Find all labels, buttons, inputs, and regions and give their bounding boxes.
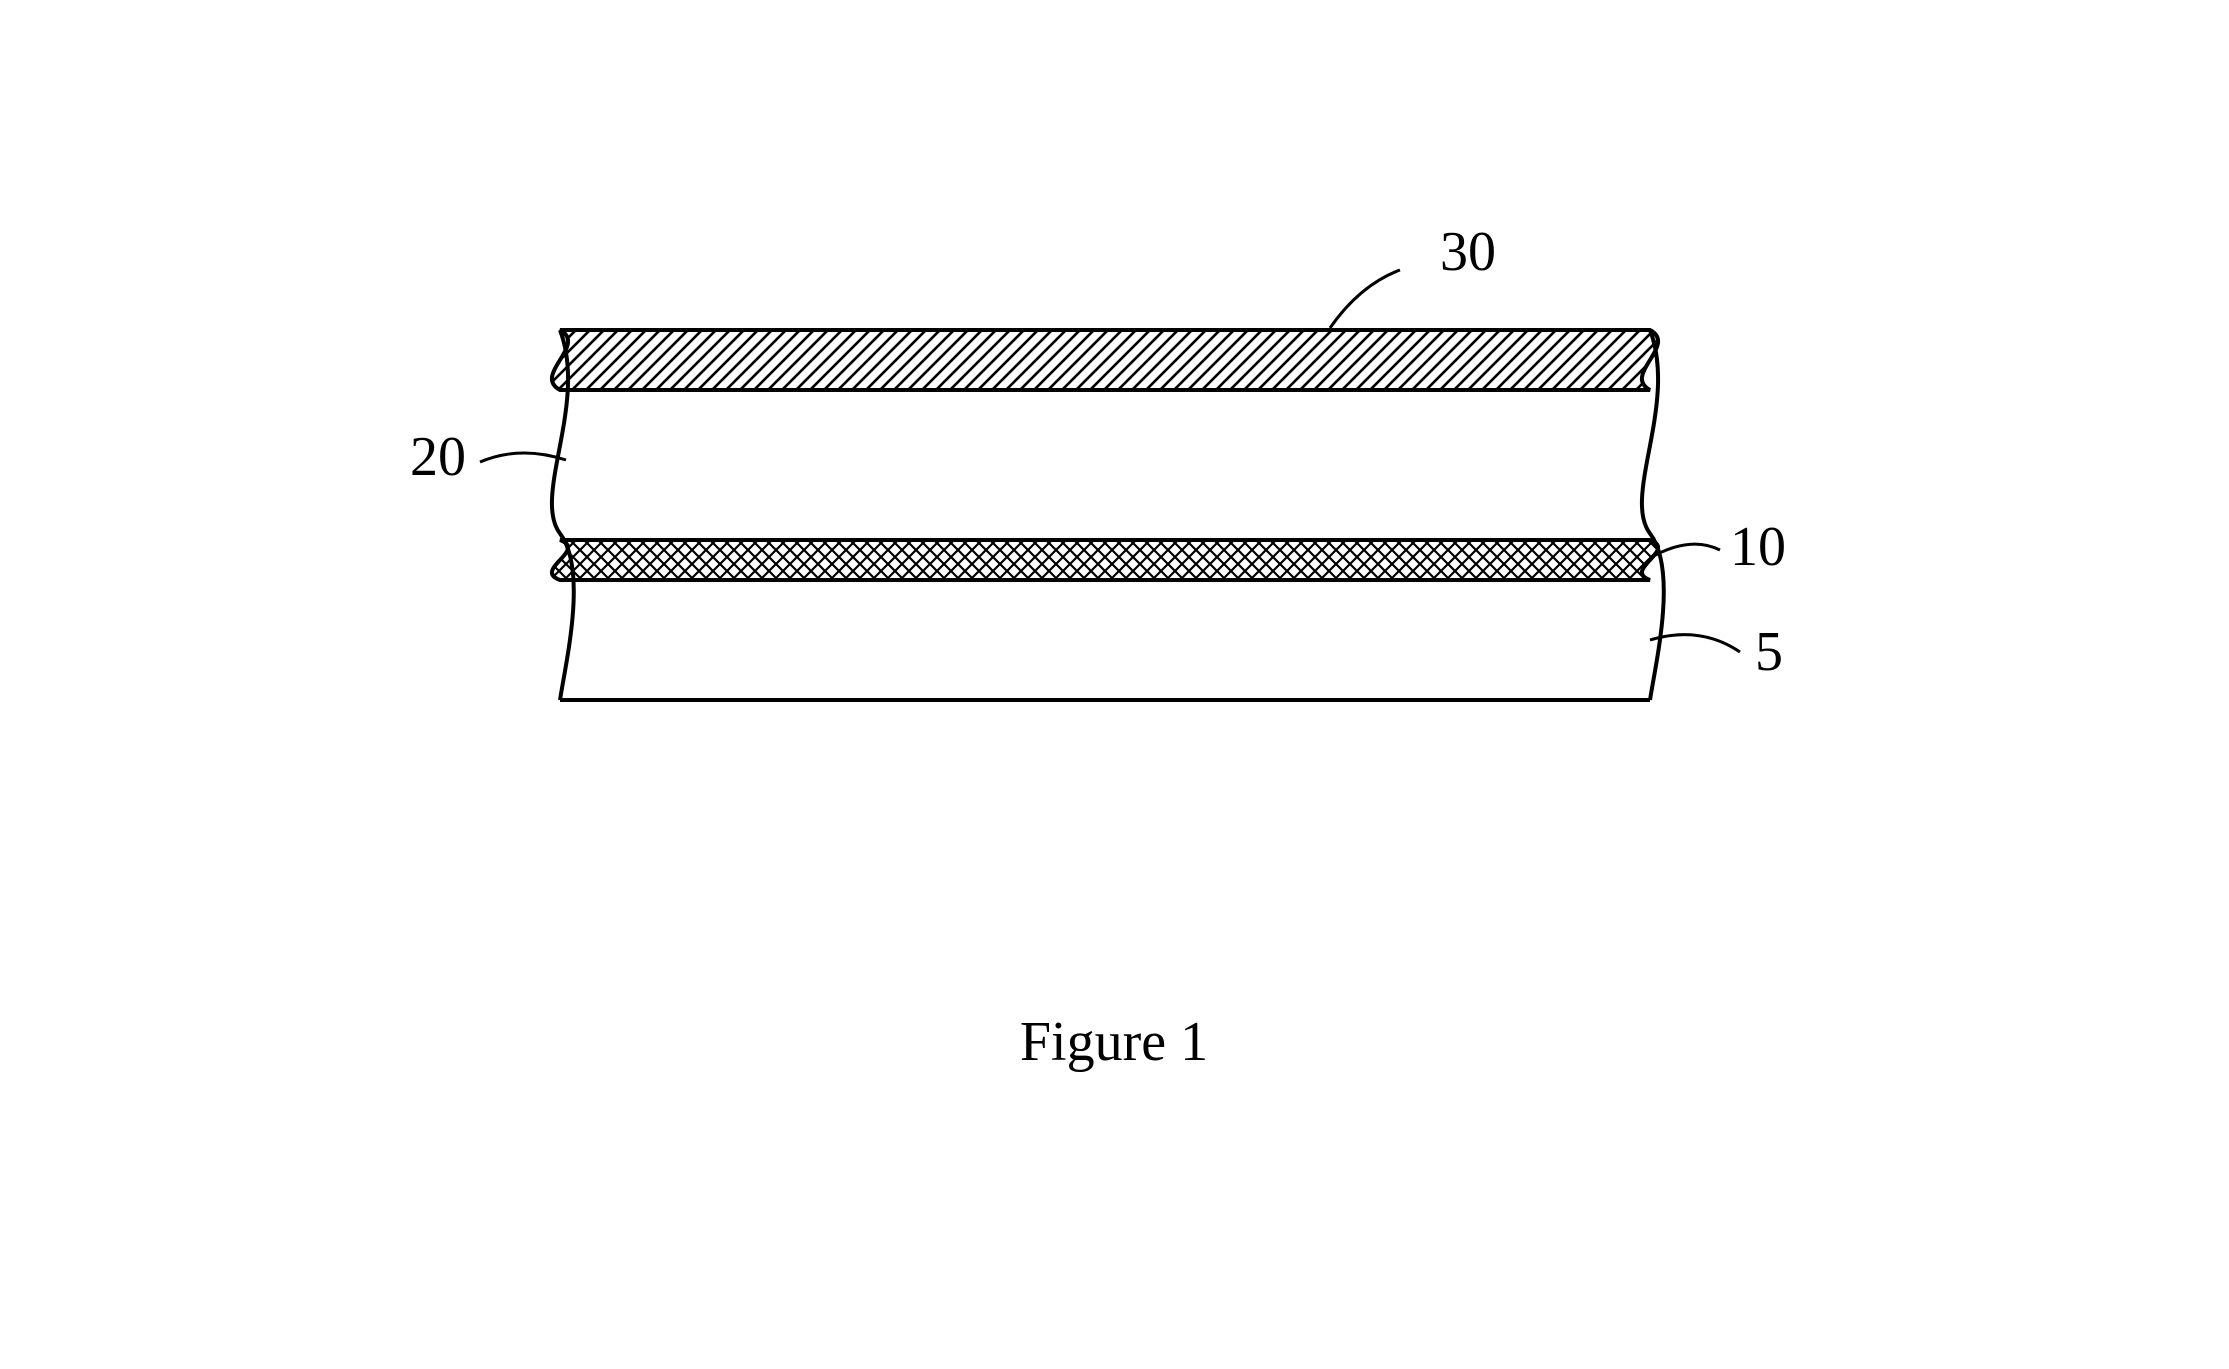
figure-caption: Figure 1 (1020, 1011, 1208, 1073)
label-20: 20 (410, 426, 466, 488)
leader-5 (1650, 635, 1740, 652)
layer-30 (552, 330, 1658, 390)
label-10: 10 (1730, 516, 1786, 578)
layer-10 (552, 540, 1658, 580)
figure-1: 30 20 10 5 (410, 221, 1786, 700)
leader-30 (1330, 270, 1400, 328)
label-5: 5 (1755, 621, 1783, 683)
label-30: 30 (1440, 221, 1496, 283)
leader-20 (480, 453, 566, 462)
